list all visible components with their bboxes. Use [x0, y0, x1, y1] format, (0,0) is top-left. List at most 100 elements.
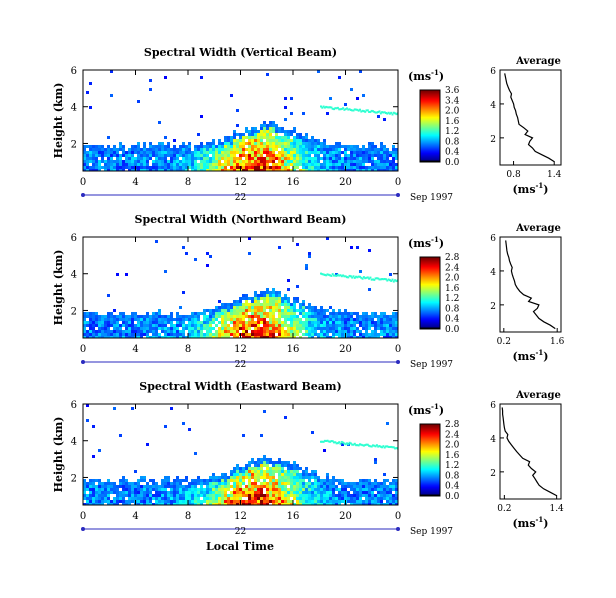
- heatmap-cell: [329, 479, 332, 482]
- heatmap-cell: [341, 491, 344, 494]
- heatmap-cell: [89, 148, 92, 151]
- heatmap-cell: [164, 479, 167, 482]
- heatmap-cell: [125, 318, 128, 321]
- heatmap-cell: [339, 274, 342, 277]
- heatmap-cell: [263, 148, 266, 151]
- heatmap-cell: [83, 160, 86, 163]
- heatmap-cell: [386, 485, 389, 488]
- heatmap-cell: [188, 485, 191, 488]
- heatmap-cell: [332, 494, 335, 497]
- heatmap-cell: [134, 312, 137, 315]
- heatmap-cell: [248, 297, 251, 300]
- heatmap-cell: [113, 154, 116, 157]
- heatmap-cell: [356, 315, 359, 318]
- heatmap-cell: [368, 157, 371, 160]
- panel-title: Spectral Width (Vertical Beam): [144, 46, 337, 59]
- heatmap-cell: [365, 160, 368, 163]
- heatmap-cell: [92, 336, 95, 338]
- heatmap-cell: [269, 133, 272, 136]
- heatmap-cell: [245, 309, 248, 312]
- heatmap-cell: [122, 503, 125, 505]
- heatmap-cell: [164, 160, 167, 163]
- heatmap-cell: [269, 473, 272, 476]
- x-tick-label: 0: [80, 344, 86, 355]
- heatmap-cell: [314, 324, 317, 327]
- heatmap-cell: [278, 166, 281, 169]
- heatmap-cell: [263, 473, 266, 476]
- colorbar-swatch: [420, 98, 440, 101]
- heatmap-cell: [263, 133, 266, 136]
- heatmap-cell: [260, 133, 263, 136]
- colorbar-swatch: [420, 309, 440, 312]
- heatmap-cell: [212, 321, 215, 324]
- heatmap-cell: [212, 494, 215, 497]
- heatmap-cell: [386, 154, 389, 157]
- heatmap-cell: [221, 476, 224, 479]
- heatmap-cell: [263, 297, 266, 300]
- heatmap-cell: [377, 154, 380, 157]
- heatmap-cell: [296, 497, 299, 500]
- heatmap-cell: [356, 157, 359, 160]
- heatmap-cell: [392, 330, 395, 333]
- heatmap-cell: [143, 160, 146, 163]
- heatmap-cell: [254, 476, 257, 479]
- heatmap-cell: [230, 306, 233, 309]
- heatmap-cell: [143, 503, 146, 505]
- heatmap-cell: [89, 82, 92, 85]
- heatmap-cell: [137, 324, 140, 327]
- heatmap-cell: [359, 318, 362, 321]
- heatmap-cell: [251, 336, 254, 338]
- heatmap-cell: [182, 151, 185, 154]
- heatmap-cell: [155, 169, 158, 171]
- heatmap-cell: [275, 157, 278, 160]
- heatmap-cell: [221, 318, 224, 321]
- heatmap-cell: [290, 312, 293, 315]
- heatmap-cell: [378, 445, 381, 448]
- heatmap-cell: [343, 442, 346, 445]
- heatmap-cell: [170, 500, 173, 503]
- heatmap-cell: [218, 491, 221, 494]
- heatmap-cell: [329, 163, 332, 166]
- colorbar-swatch: [420, 436, 440, 439]
- heatmap-cell: [317, 333, 320, 336]
- heatmap-cell: [395, 494, 398, 497]
- heatmap-cell: [314, 318, 317, 321]
- heatmap-cell: [371, 142, 374, 145]
- heatmap-cell: [242, 139, 245, 142]
- heatmap-cell: [266, 145, 269, 148]
- heatmap-cell: [374, 500, 377, 503]
- heatmap-cell: [230, 315, 233, 318]
- heatmap-cell: [344, 318, 347, 321]
- colorbar-tick-label: 1.2: [445, 461, 459, 471]
- heatmap-cell: [254, 336, 257, 338]
- colorbar-tick-label: 2.8: [445, 253, 460, 263]
- heatmap-cell: [200, 330, 203, 333]
- heatmap-cell: [170, 336, 173, 338]
- heatmap-cell: [131, 312, 134, 315]
- heatmap-cell: [167, 479, 170, 482]
- heatmap-cell: [281, 300, 284, 303]
- heatmap-cell: [311, 166, 314, 169]
- heatmap-cell: [344, 151, 347, 154]
- heatmap-cell: [104, 330, 107, 333]
- heatmap-cell: [98, 148, 101, 151]
- heatmap-cell: [188, 151, 191, 154]
- heatmap-cell: [128, 500, 131, 503]
- heatmap-cell: [284, 303, 287, 306]
- x-tick-label: 20: [339, 177, 352, 188]
- heatmap-cell: [325, 105, 328, 108]
- heatmap-cell: [386, 315, 389, 318]
- heatmap-cell: [125, 488, 128, 491]
- heatmap-cell: [353, 312, 356, 315]
- heatmap-cell: [260, 473, 263, 476]
- heatmap-cell: [152, 154, 155, 157]
- heatmap-cell: [320, 485, 323, 488]
- heatmap-cell: [146, 166, 149, 169]
- heatmap-cell: [176, 485, 179, 488]
- heatmap-cell: [197, 330, 200, 333]
- colorbar-swatch: [420, 281, 440, 284]
- heatmap-cell: [83, 482, 86, 485]
- heatmap-cell: [269, 315, 272, 318]
- heatmap-cell: [110, 148, 113, 151]
- heatmap-cell: [347, 443, 350, 446]
